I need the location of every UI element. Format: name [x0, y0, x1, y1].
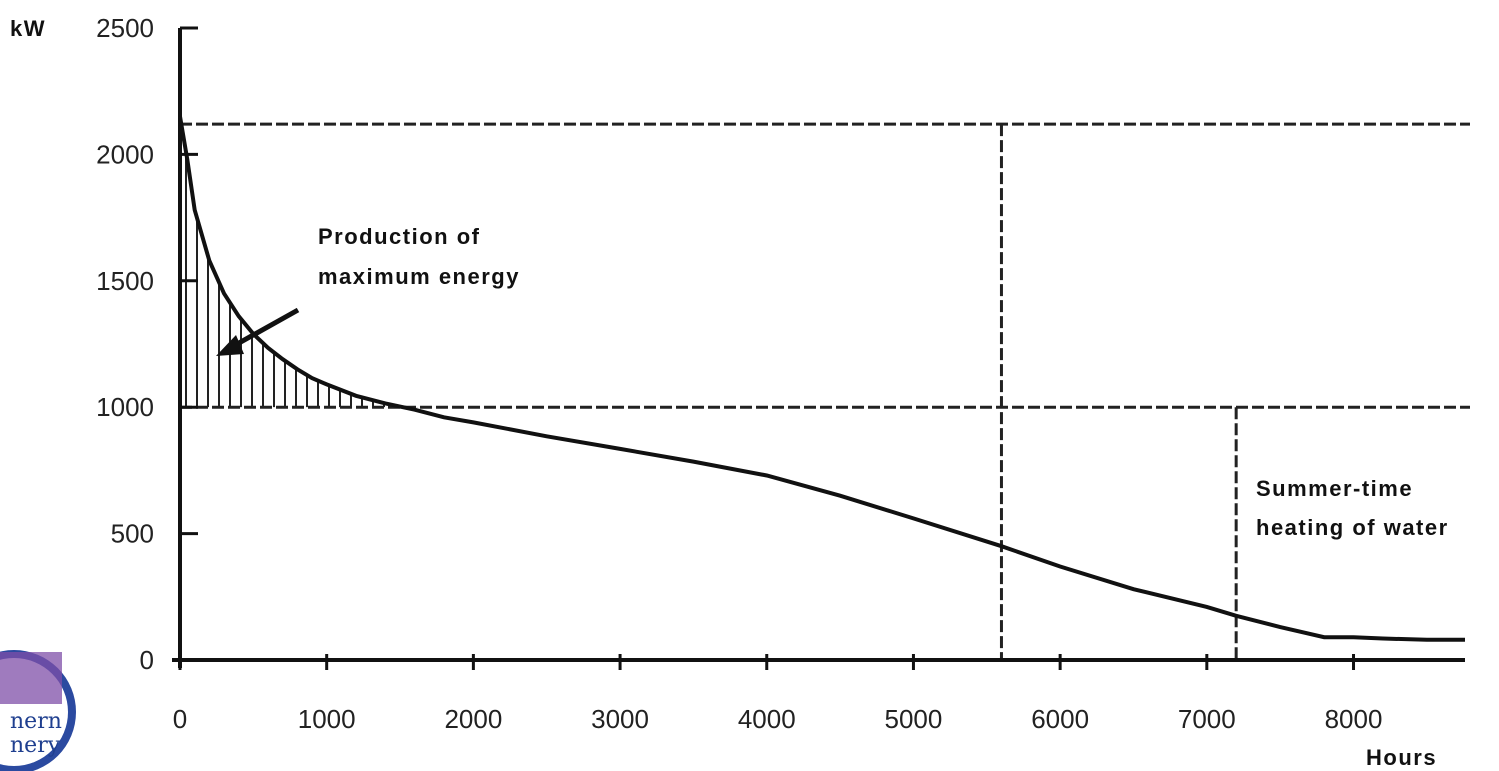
annotation-summer-line1: Summer-time: [1256, 476, 1413, 501]
y-tick-label: 2000: [96, 139, 154, 169]
annotation-production-line1: Production of: [318, 224, 480, 249]
x-tick-label: 8000: [1325, 704, 1383, 734]
x-tick-label: 1000: [298, 704, 356, 734]
x-tick-label: 6000: [1031, 704, 1089, 734]
svg-text:nery: nery: [10, 733, 61, 758]
y-tick-label: 2500: [96, 13, 154, 43]
x-tick-label: 0: [173, 704, 187, 734]
annotation-summer-line2: heating of water: [1256, 515, 1449, 540]
y-axis-label: kW: [10, 16, 46, 41]
y-tick-label: 0: [140, 645, 154, 675]
x-axis-label: Hours: [1366, 745, 1437, 770]
annotation-arrow: [216, 310, 298, 356]
x-tick-label: 3000: [591, 704, 649, 734]
logo: nern nery: [0, 650, 76, 771]
annotation-production-line2: maximum energy: [318, 264, 520, 289]
y-tick-label: 500: [111, 519, 154, 549]
x-tick-labels: 0 1000 2000 3000 4000 5000 6000 7000 8000: [173, 704, 1383, 734]
svg-text:nern: nern: [10, 709, 62, 734]
reference-lines: [180, 124, 1470, 660]
x-tick-label: 7000: [1178, 704, 1236, 734]
x-tick-label: 2000: [444, 704, 502, 734]
y-tick-labels: 0 500 1000 1500 2000 2500: [96, 13, 154, 675]
y-tick-label: 1000: [96, 392, 154, 422]
load-duration-curve: [180, 117, 1465, 640]
x-tick-label: 4000: [738, 704, 796, 734]
y-tick-label: 1500: [96, 266, 154, 296]
x-tick-label: 5000: [885, 704, 943, 734]
energy-hatch-region: [186, 28, 417, 407]
logo-stripes: [0, 652, 62, 704]
